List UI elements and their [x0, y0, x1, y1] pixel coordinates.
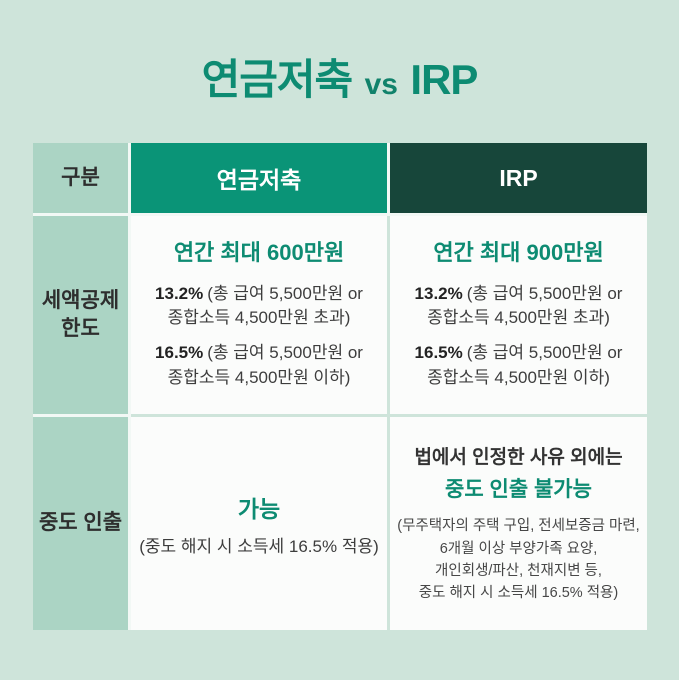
title-vs-text: vs [364, 68, 398, 101]
pension-rate-1-pct: 13.2% [155, 283, 204, 303]
column-divider-line [387, 216, 390, 630]
irp-rate-1-desc: (총 급여 5,500만원 or 종합소득 4,500만원 초과) [427, 283, 623, 328]
header-category-cell: 구분 [33, 143, 128, 213]
irp-rate-item: 13.2% (총 급여 5,500만원 or 종합소득 4,500만원 초과) [415, 282, 623, 331]
pension-rate-item: 16.5% (총 급여 5,500만원 or 종합소득 4,500만원 이하) [155, 341, 363, 390]
pension-tax-deduction-cell: 연간 최대 600만원 13.2% (총 급여 5,500만원 or 종합소득 4… [131, 216, 387, 414]
pension-rate-1-desc: (총 급여 5,500만원 or 종합소득 4,500만원 초과) [167, 283, 363, 328]
row-label-tax-deduction: 세액공제 한도 [33, 216, 128, 414]
row-label-early-withdrawal: 중도 인출 [33, 417, 128, 630]
pension-withdrawal-possible: 가능 [237, 496, 281, 522]
title-irp-text: IRP [410, 56, 478, 103]
header-irp-cell: IRP [390, 143, 647, 213]
pension-annual-max: 연간 최대 600만원 [173, 239, 345, 265]
irp-withdrawal-exceptions: (무주택자의 주택 구입, 전세보증금 마련, 6개월 이상 부양가족 요양, … [397, 518, 640, 602]
pension-withdrawal-cell: 가능 (중도 해지 시 소득세 16.5% 적용) [131, 417, 387, 630]
irp-rate-1-pct: 13.2% [414, 283, 463, 303]
irp-annual-max: 연간 최대 900만원 [433, 239, 604, 265]
pension-withdrawal-note: (중도 해지 시 소득세 16.5% 적용) [139, 537, 379, 556]
pension-rate-2-desc: (총 급여 5,500만원 or 종합소득 4,500만원 이하) [167, 343, 363, 387]
irp-tax-deduction-cell: 연간 최대 900만원 13.2% (총 급여 5,500만원 or 종합소득 4… [390, 216, 647, 414]
page-title: 연금저축 vs IRP [0, 46, 679, 107]
irp-rate-2-desc: (총 급여 5,500만원 or 종합소득 4,500만원 이하) [427, 343, 623, 387]
irp-withdrawal-cell: 법에서 인정한 사유 외에는 중도 인출 불가능 (무주택자의 주택 구입, 전… [390, 417, 647, 630]
irp-rate-2-pct: 16.5% [414, 343, 463, 362]
pension-rate-item: 13.2% (총 급여 5,500만원 or 종합소득 4,500만원 초과) [155, 282, 363, 331]
pension-rate-2-pct: 16.5% [155, 343, 204, 362]
irp-rate-item: 16.5% (총 급여 5,500만원 or 종합소득 4,500만원 이하) [415, 341, 623, 390]
irp-withdrawal-precondition: 법에서 인정한 사유 외에는 [414, 447, 623, 469]
title-pension-text: 연금저축 [201, 56, 354, 103]
header-pension-cell: 연금저축 [131, 143, 387, 213]
irp-withdrawal-impossible: 중도 인출 불가능 [445, 478, 592, 502]
comparison-table: 구분 연금저축 IRP 세액공제 한도 연간 최대 600만원 13.2% (총 … [33, 143, 647, 630]
